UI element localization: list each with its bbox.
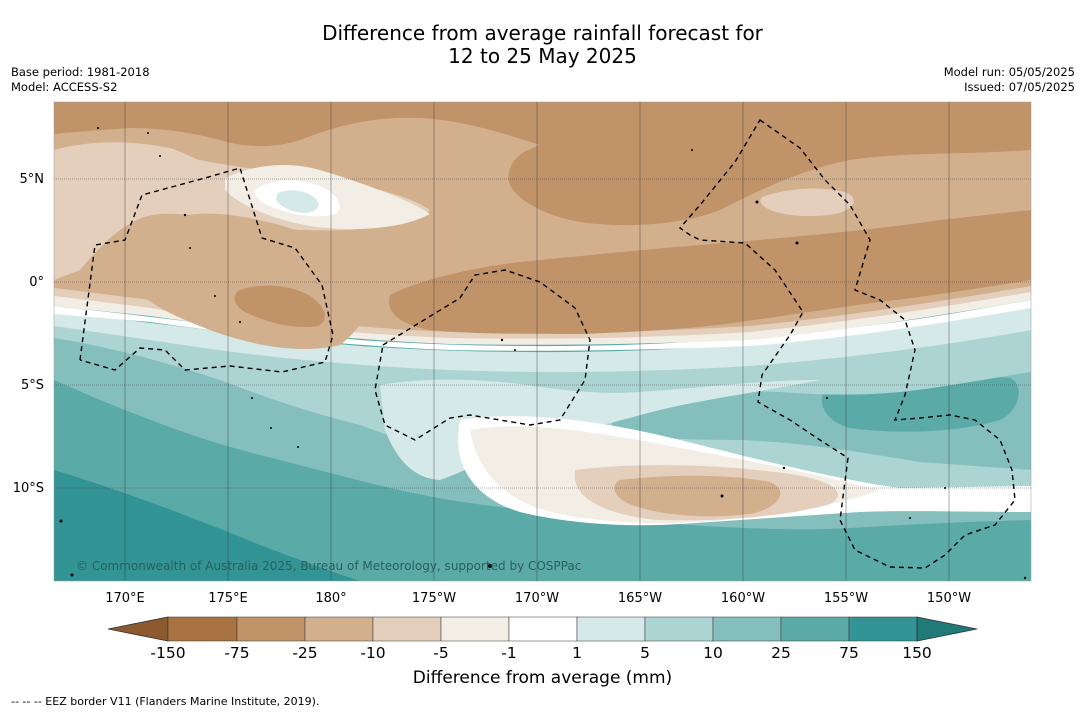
lat-label-5s: 5°S [21, 378, 44, 393]
cb-tick-neg150: -150 [150, 644, 185, 662]
cb-tick-75: 75 [839, 644, 859, 662]
colorbar-swatch-1 [167, 616, 238, 642]
lon-label-155w: 155°W [824, 591, 868, 606]
model-run: Model run: 05/05/2025 [943, 65, 1075, 79]
issued-date: Issued: 07/05/2025 [964, 80, 1075, 94]
lat-label-5n: 5°N [20, 172, 45, 187]
lon-label-160w: 160°W [721, 591, 765, 606]
eez-legend-note: -- -- -- EEZ border V11 (Flanders Marine… [11, 695, 320, 708]
cb-tick-25: 25 [771, 644, 791, 662]
lon-label-170e: 170°E [105, 591, 145, 606]
dry-75-central [389, 210, 1031, 334]
colorbar-high-extension [916, 616, 978, 642]
colorbar-swatch-9 [712, 616, 782, 642]
colorbar-swatch-7 [576, 616, 646, 642]
title-line-2: 12 to 25 May 2025 [448, 44, 637, 68]
grid-lines [54, 102, 1031, 581]
cb-tick-neg1: -1 [501, 644, 516, 662]
colorbar-label: Difference from average (mm) [412, 668, 673, 688]
meta-left: Base period: 1981-2018 Model: ACCESS-S2 [11, 65, 150, 95]
map-frame [53, 101, 1032, 582]
colorbar-swatch-10 [780, 616, 850, 642]
dry-10-northeast [760, 188, 854, 217]
lon-label-175e: 175°E [208, 591, 248, 606]
base-period: Base period: 1981-2018 [11, 65, 150, 79]
cb-tick-neg75: -75 [224, 644, 249, 662]
colorbar [107, 616, 978, 642]
colorbar-swatch-2 [236, 616, 306, 642]
colorbar-swatch-5 [440, 616, 510, 642]
meta-right: Model run: 05/05/2025 Issued: 07/05/2025 [944, 65, 1075, 95]
dry-75-north [54, 102, 1031, 226]
colorbar-swatch-6 [508, 616, 578, 642]
colorbar-swatch-3 [304, 616, 374, 642]
colorbar-swatch-8 [644, 616, 714, 642]
island-markers [59, 127, 1027, 580]
wet-150-patch [54, 470, 360, 581]
cb-tick-neg5: -5 [433, 644, 448, 662]
lon-label-175w: 175°W [412, 591, 456, 606]
wet-5-band [54, 306, 1031, 373]
dry-25-lens-south [614, 475, 781, 517]
cb-tick-neg25: -25 [292, 644, 317, 662]
cb-tick-5: 5 [640, 644, 650, 662]
model-name: Model: ACCESS-S2 [11, 80, 118, 94]
lat-label-10s: 10°S [13, 481, 44, 496]
cb-tick-neg10: -10 [360, 644, 385, 662]
lon-label-165w: 165°W [618, 591, 662, 606]
lat-label-0: 0° [29, 275, 44, 290]
eez-borders [79, 118, 1016, 569]
cb-tick-150: 150 [902, 644, 932, 662]
rainfall-map-area: © Commonwealth of Australia 2025, Bureau… [54, 102, 1031, 581]
colorbar-swatch-4 [372, 616, 442, 642]
colorbar-low-extension [107, 616, 169, 642]
wet-5-northwest [276, 190, 319, 213]
colorbar-swatch-11 [848, 616, 918, 642]
cb-tick-10: 10 [703, 644, 723, 662]
lon-label-180: 180° [315, 591, 346, 606]
dry-75-west [234, 285, 325, 328]
lon-label-150w: 150°W [927, 591, 971, 606]
cb-tick-1: 1 [572, 644, 582, 662]
lon-label-170w: 170°W [515, 591, 559, 606]
title-line-1: Difference from average rainfall forecas… [322, 21, 763, 45]
copyright-notice: © Commonwealth of Australia 2025, Bureau… [76, 559, 581, 573]
